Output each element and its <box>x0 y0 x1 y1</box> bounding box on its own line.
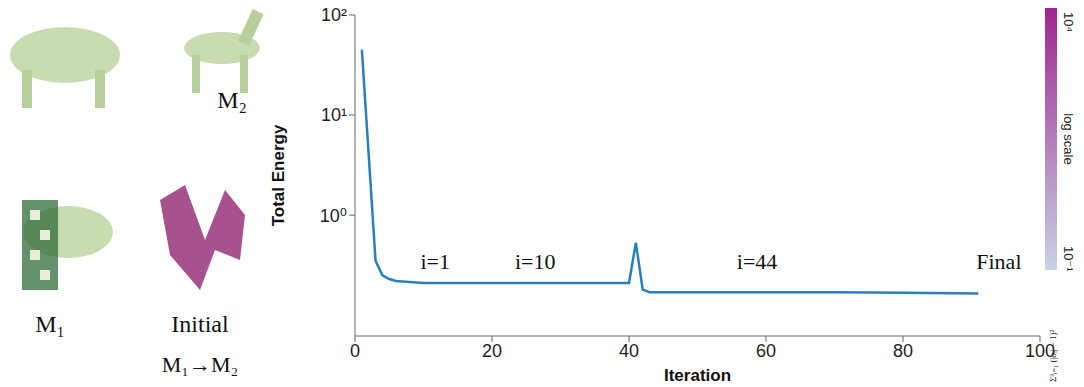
html-text:i=10: i=10 <box>514 249 556 274</box>
svg-text:Initial: Initial <box>171 311 229 337</box>
svg-text:100: 100 <box>1025 340 1055 361</box>
svg-text:Iteration: Iteration <box>664 366 731 385</box>
svg-text:Σ³ᵢ₌₁ (|σᵢ| − 1)²: Σ³ᵢ₌₁ (|σᵢ| − 1)² <box>1048 329 1058 382</box>
svg-text:log scale: log scale <box>1061 113 1076 164</box>
svg-text:40: 40 <box>619 341 639 361</box>
svg-text:80: 80 <box>893 341 913 361</box>
svg-text:0: 0 <box>350 341 360 361</box>
html-text:i=44: i=44 <box>736 249 778 274</box>
svg-text:Total Energy: Total Energy <box>270 124 288 226</box>
svg-text:M₂: M₂ <box>217 87 247 113</box>
svg-text:M₁: M₁ <box>35 311 65 337</box>
svg-text:20: 20 <box>482 341 502 361</box>
html-text:Final: Final <box>976 249 1022 274</box>
svg-text:10²: 10² <box>321 5 347 25</box>
svg-text:10¹: 10¹ <box>321 105 347 125</box>
svg-text:10⁰: 10⁰ <box>320 206 347 226</box>
svg-text:M₁→M₂: M₁→M₂ <box>162 352 238 377</box>
html-text:i=1: i=1 <box>420 249 450 274</box>
svg-text:60: 60 <box>756 341 776 361</box>
svg-text:10⁴: 10⁴ <box>1061 12 1076 32</box>
svg-text:10⁻¹: 10⁻¹ <box>1061 246 1076 272</box>
